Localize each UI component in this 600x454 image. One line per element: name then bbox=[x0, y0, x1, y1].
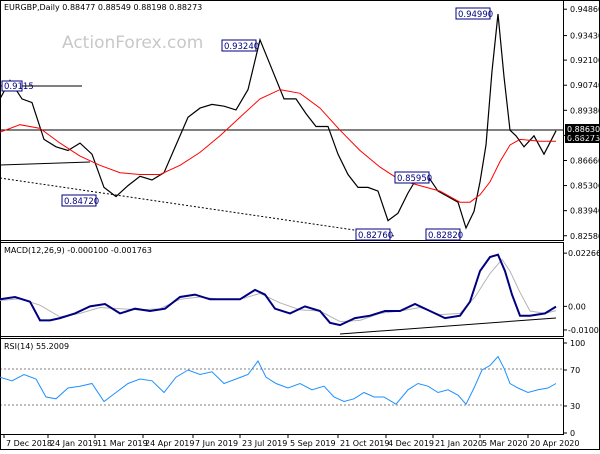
current-price-tag bbox=[565, 133, 600, 143]
rsi-y-axis: 100 70 30 0 bbox=[563, 339, 585, 438]
current-price-tag-label: 0.88273 bbox=[567, 134, 600, 143]
x-tick-label: 5 Mar 2020 bbox=[482, 439, 528, 448]
price-label: 0.82760 bbox=[358, 231, 393, 241]
price-y-tick-label: 0.88020 bbox=[570, 131, 600, 140]
price-label-box bbox=[355, 228, 391, 241]
price-y-tick-label: 0.94860 bbox=[570, 5, 600, 14]
x-tick-label: 7 Jun 2019 bbox=[195, 439, 238, 448]
macd-title: MACD(12,26,9) -0.000100 -0.001763 bbox=[4, 246, 152, 255]
x-tick-label: 11 Mar 2019 bbox=[97, 439, 148, 448]
rsi-title: RSI(14) 55.2009 bbox=[4, 342, 69, 351]
dotted-trendline bbox=[0, 177, 396, 237]
price-label-box bbox=[425, 228, 461, 241]
current-price-tag-label: 0.88630 bbox=[567, 125, 600, 134]
price-label: 0.93240 bbox=[224, 42, 259, 52]
price-label-box bbox=[61, 194, 97, 207]
rsi-y-tick-label: 0 bbox=[570, 429, 575, 438]
price-label-box bbox=[394, 171, 430, 184]
x-tick-label: 21 Oct 2019 bbox=[340, 439, 389, 448]
x-tick-label: 21 Jan 2020 bbox=[435, 439, 483, 448]
price-y-axis: 0.94860 0.93430 0.92100 0.90740 0.89380 0.880… bbox=[563, 5, 600, 241]
x-tick-label: 20 Apr 2020 bbox=[530, 439, 579, 448]
price-label: 0.85950 bbox=[397, 174, 432, 184]
price-y-tick-label: 0.93430 bbox=[570, 32, 600, 41]
macd-y-tick-label: 0.00 bbox=[568, 302, 586, 311]
rsi-panel bbox=[0, 338, 564, 435]
price-panel bbox=[0, 0, 564, 241]
price-label-box bbox=[221, 39, 257, 52]
price-label: 0.84720 bbox=[64, 197, 99, 207]
price-y-tick-label: 0.90740 bbox=[570, 81, 600, 90]
rsi-series bbox=[0, 355, 557, 406]
x-tick-label: 24 Jan 2019 bbox=[50, 439, 98, 448]
price-label-boxes: 0.9115 0.84720 0.93240 0.82760 0.85950 0… bbox=[1, 7, 493, 241]
moving-average-series bbox=[0, 89, 556, 203]
rsi-y-tick-label: 100 bbox=[570, 339, 585, 348]
price-y-tick-label: 0.83940 bbox=[570, 207, 600, 216]
macd-panel bbox=[0, 242, 564, 337]
macd-y-axis: 0.022662 0.00 -0.010052 bbox=[563, 249, 600, 335]
x-tick-label: 23 Jul 2019 bbox=[242, 439, 287, 448]
macd-series bbox=[0, 253, 557, 327]
rsi-y-tick-label: 30 bbox=[570, 402, 580, 411]
price-y-tick-label: 0.82580 bbox=[570, 232, 600, 241]
price-label: 0.9115 bbox=[4, 82, 34, 92]
current-price-tag bbox=[565, 124, 600, 134]
macd-y-tick-label: 0.022662 bbox=[568, 249, 600, 258]
watermark: ActionForex.com bbox=[62, 33, 203, 53]
price-y-tick-label: 0.85300 bbox=[570, 182, 600, 191]
chart-title: EURGBP,Daily 0.88477 0.88549 0.88198 0.8… bbox=[4, 3, 202, 12]
rsi-y-tick-label: 70 bbox=[570, 366, 580, 375]
price-label: 0.94990 bbox=[458, 10, 493, 20]
support-line bbox=[0, 161, 91, 166]
price-label: 0.82820 bbox=[428, 231, 463, 241]
macd-trendline bbox=[339, 317, 557, 335]
x-tick-label: 24 Apr 2019 bbox=[145, 439, 194, 448]
price-y-tick-label: 0.89380 bbox=[570, 106, 600, 115]
x-tick-label: 5 Sep 2019 bbox=[290, 439, 336, 448]
macd-y-tick-label: -0.010052 bbox=[568, 326, 600, 335]
price-y-tick-label: 0.92100 bbox=[570, 56, 600, 65]
price-y-tick-label: 0.86660 bbox=[570, 156, 600, 165]
price-series bbox=[0, 13, 557, 230]
price-label-box bbox=[455, 7, 491, 20]
price-label-box bbox=[1, 80, 23, 92]
x-tick-label: 7 Dec 2018 bbox=[6, 439, 52, 448]
x-tick-label: 4 Dec 2019 bbox=[388, 439, 434, 448]
